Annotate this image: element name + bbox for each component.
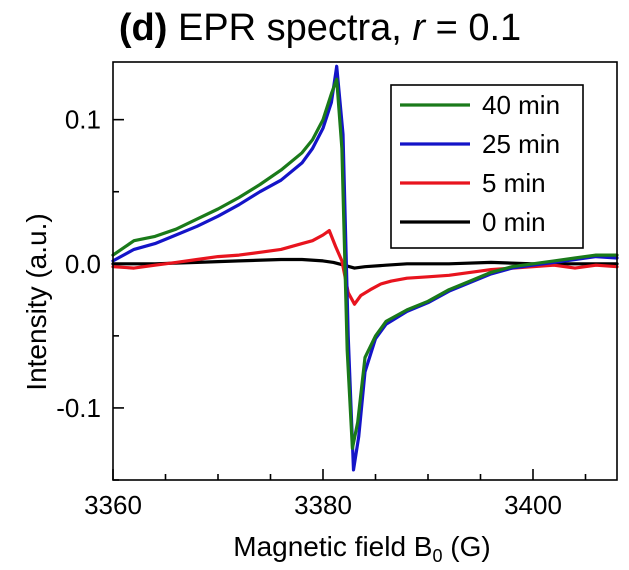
legend-label: 25 min	[482, 129, 560, 159]
chart-title-panel: (d)	[119, 7, 168, 49]
x-tick-label: 3360	[84, 490, 142, 520]
y-tick-label: 0.0	[65, 249, 101, 279]
legend-label: 5 min	[482, 168, 546, 198]
x-axis-label-text: Magnetic field B	[233, 531, 432, 562]
series-line-0-min	[111, 257, 619, 270]
legend-label: 0 min	[482, 207, 546, 237]
plot-frame	[112, 61, 618, 481]
y-tick-label: 0.1	[65, 105, 101, 135]
x-axis-label: Magnetic field B0 (G)	[233, 531, 490, 566]
legend-label: 40 min	[482, 90, 560, 120]
y-tick-label: -0.1	[56, 393, 101, 423]
series-line-40-min	[111, 77, 619, 450]
series-layer	[111, 64, 619, 472]
legend: 40 min 25 min 5 min 0 min	[390, 84, 584, 249]
axes-layer	[112, 61, 618, 481]
chart-title-space	[167, 7, 178, 49]
chart-title-value: = 0.1	[425, 7, 521, 49]
x-tick-label: 3400	[504, 490, 562, 520]
ticks-layer: 3360 3380 3400 0.1 0.0 -0.1	[56, 105, 587, 520]
x-tick-label: 3380	[294, 490, 352, 520]
x-axis-label-subscript: 0	[432, 546, 442, 566]
chart-title-text: EPR spectra,	[178, 7, 412, 49]
chart-title: (d) EPR spectra, r = 0.1	[119, 7, 521, 49]
x-axis-label-unit: (G)	[443, 531, 491, 562]
chart-title-variable: r	[412, 7, 426, 49]
y-axis-label: Intensity (a.u.)	[21, 213, 52, 390]
